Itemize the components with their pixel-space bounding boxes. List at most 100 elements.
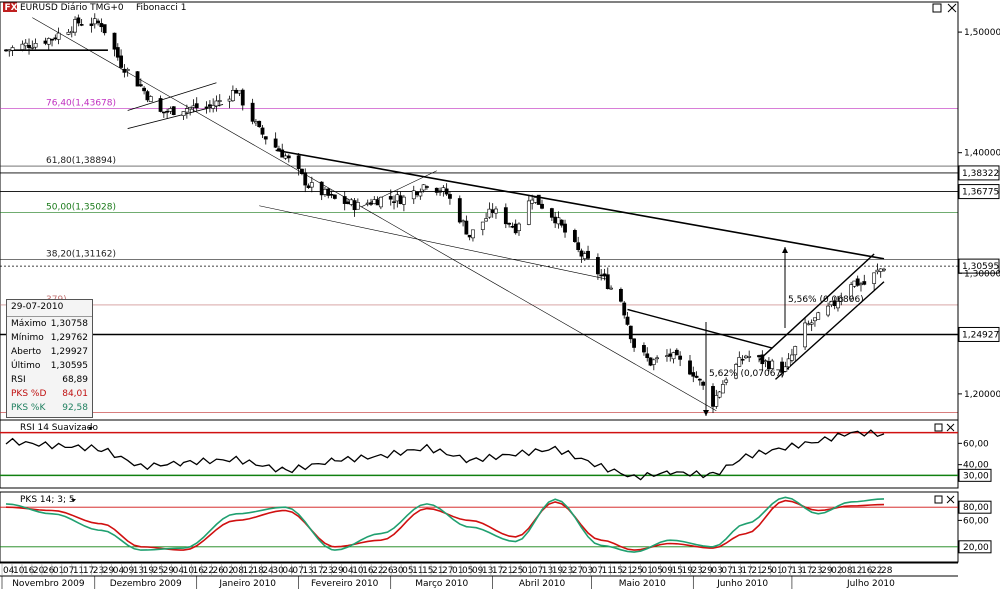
info-row: Máximo 1,30758 bbox=[7, 317, 92, 331]
candle-body bbox=[697, 378, 702, 381]
candle-body bbox=[365, 202, 370, 205]
rsi-tick-label: 30,00 bbox=[963, 471, 989, 481]
candle-body bbox=[701, 381, 706, 386]
date-tick-label: 01 bbox=[53, 566, 64, 576]
candle-body bbox=[714, 395, 719, 407]
candle-body bbox=[158, 98, 163, 112]
date-tick-label: 19 bbox=[552, 566, 564, 576]
date-tick-label: 13 bbox=[791, 566, 802, 576]
candle-body bbox=[882, 268, 886, 271]
candle-body bbox=[651, 359, 656, 365]
rsi-line bbox=[5, 429, 885, 481]
candle-body bbox=[323, 188, 327, 195]
candle-body bbox=[254, 121, 258, 124]
candle-body bbox=[342, 196, 347, 204]
price-marker-box bbox=[958, 326, 1000, 342]
candle-body bbox=[135, 71, 140, 87]
pks-title: PKS 14; 3; 5 bbox=[20, 495, 75, 505]
rsi-window-button[interactable] bbox=[934, 423, 943, 432]
info-row-value: 68,89 bbox=[62, 375, 88, 385]
candle-body bbox=[306, 185, 311, 188]
price-tick-label: 1,50000 bbox=[964, 28, 1000, 38]
candle-body bbox=[549, 208, 554, 218]
candle-body bbox=[329, 194, 334, 196]
pks-dropdown-icon[interactable] bbox=[71, 499, 76, 502]
candle-body bbox=[319, 181, 324, 196]
info-row: Mínimo 1,29762 bbox=[7, 331, 92, 345]
candle-body bbox=[757, 355, 761, 358]
candle-body bbox=[793, 346, 798, 356]
info-row: Último 1,30595 bbox=[7, 359, 92, 373]
date-tick-label: 08 bbox=[232, 566, 244, 576]
candle-body bbox=[184, 108, 189, 113]
candle-body bbox=[194, 103, 199, 109]
candle-body bbox=[122, 68, 127, 73]
date-tick-label: 02 bbox=[831, 566, 842, 576]
candle-body bbox=[260, 127, 265, 135]
candle-body bbox=[283, 155, 288, 159]
date-tick-label: 17 bbox=[312, 566, 323, 576]
candle-body bbox=[171, 106, 176, 116]
month-label: Julho 2010 bbox=[846, 579, 895, 589]
candle-body bbox=[471, 229, 475, 239]
candle-body bbox=[839, 297, 844, 302]
date-tick-label: 09 bbox=[123, 566, 135, 576]
candle-body bbox=[43, 40, 48, 44]
window-button[interactable] bbox=[932, 3, 942, 13]
candle-body bbox=[23, 42, 28, 47]
rsi-dropdown-icon[interactable] bbox=[88, 427, 93, 430]
pks-layer: 80,00 60,00 20,00 bbox=[0, 496, 992, 554]
info-row-value: 1,29927 bbox=[50, 347, 88, 357]
candle-body bbox=[813, 317, 817, 322]
candle-body bbox=[277, 148, 281, 152]
date-tick-label: 15 bbox=[612, 566, 623, 576]
candle-body bbox=[849, 284, 854, 300]
rsi-tick-label: 60,00 bbox=[963, 439, 989, 449]
date-tick-label: 13 bbox=[133, 566, 144, 576]
pks-tick-label: 60,00 bbox=[963, 516, 989, 526]
info-row-label: Mínimo bbox=[11, 333, 44, 343]
candle-body bbox=[138, 84, 143, 87]
pks-window-button[interactable] bbox=[934, 495, 943, 504]
candle-body bbox=[737, 357, 742, 367]
candle-body bbox=[273, 138, 278, 148]
candle-body bbox=[484, 218, 489, 222]
date-tick-label: 09 bbox=[662, 566, 674, 576]
pks-level-box bbox=[958, 500, 992, 514]
date-tick-label: 09 bbox=[472, 566, 484, 576]
info-rows: Máximo 1,30758 Mínimo 1,29762 Aberto 1,29927 Ú… bbox=[7, 317, 92, 415]
move-up-label: 5,56% (0,06806) bbox=[788, 295, 864, 305]
major-resistance-line bbox=[275, 149, 885, 260]
candle-body bbox=[372, 199, 377, 204]
candle-body bbox=[826, 305, 830, 316]
close-icon[interactable] bbox=[947, 3, 957, 13]
candle-body bbox=[642, 345, 646, 353]
info-row: PKS %K 92,58 bbox=[7, 401, 92, 415]
pks-k-line bbox=[5, 496, 885, 553]
candle-body bbox=[586, 250, 590, 259]
date-tick-label: 04 bbox=[342, 566, 354, 576]
candle-body bbox=[33, 43, 38, 48]
candle-body bbox=[145, 91, 150, 101]
date-tick-label: 26 bbox=[213, 566, 225, 576]
candle-body bbox=[418, 191, 423, 197]
candle-body bbox=[92, 18, 97, 25]
date-tick-label: 17 bbox=[801, 566, 812, 576]
candle-body bbox=[191, 105, 196, 108]
date-tick-label: 23 bbox=[562, 566, 573, 576]
pks-close-icon[interactable] bbox=[946, 495, 955, 504]
candle-body bbox=[724, 379, 729, 383]
date-tick-label: 21 bbox=[751, 566, 762, 576]
date-tick-label: 17 bbox=[83, 566, 94, 576]
rsi-close-icon[interactable] bbox=[946, 423, 955, 432]
candle-body bbox=[411, 190, 416, 200]
candle-body bbox=[10, 47, 15, 51]
month-label: Dezembro 2009 bbox=[110, 579, 182, 589]
candle-body bbox=[286, 155, 291, 159]
trend-lines bbox=[6, 17, 885, 412]
price-marker-label: 1,30595 bbox=[962, 262, 999, 272]
candles bbox=[4, 13, 886, 413]
candle-body bbox=[448, 194, 452, 199]
